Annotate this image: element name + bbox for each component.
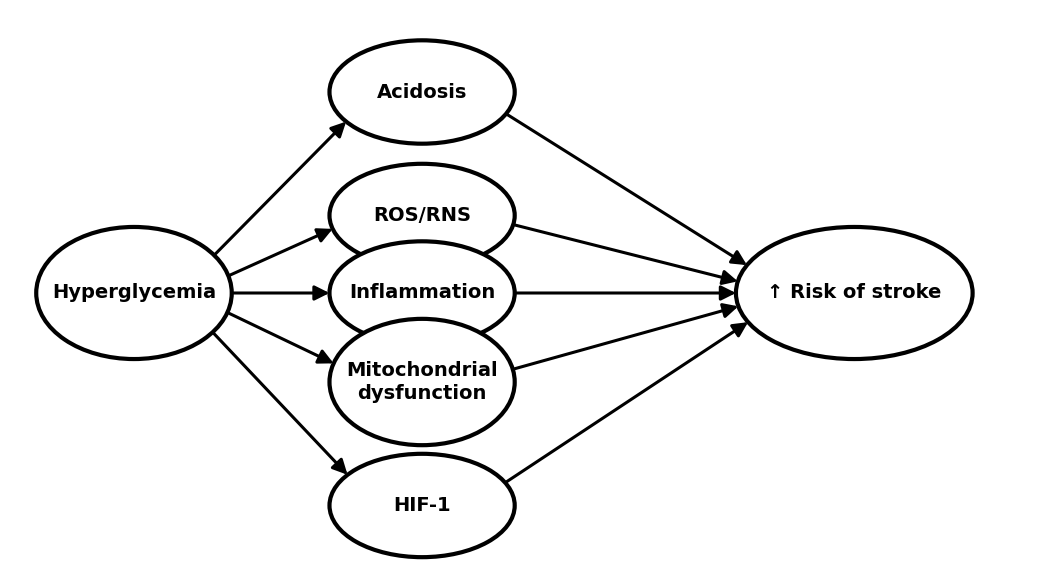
Text: Acidosis: Acidosis — [377, 83, 467, 101]
Text: ↑ Risk of stroke: ↑ Risk of stroke — [768, 284, 942, 302]
Text: Inflammation: Inflammation — [349, 284, 496, 302]
Ellipse shape — [330, 454, 514, 557]
Ellipse shape — [330, 163, 514, 267]
Ellipse shape — [330, 241, 514, 345]
Ellipse shape — [330, 40, 514, 144]
Ellipse shape — [36, 227, 232, 359]
Text: ROS/RNS: ROS/RNS — [373, 206, 471, 225]
Ellipse shape — [736, 227, 972, 359]
Ellipse shape — [330, 319, 514, 445]
Text: HIF-1: HIF-1 — [394, 496, 450, 515]
Text: Mitochondrial
dysfunction: Mitochondrial dysfunction — [346, 361, 498, 403]
Text: Hyperglycemia: Hyperglycemia — [51, 284, 216, 302]
